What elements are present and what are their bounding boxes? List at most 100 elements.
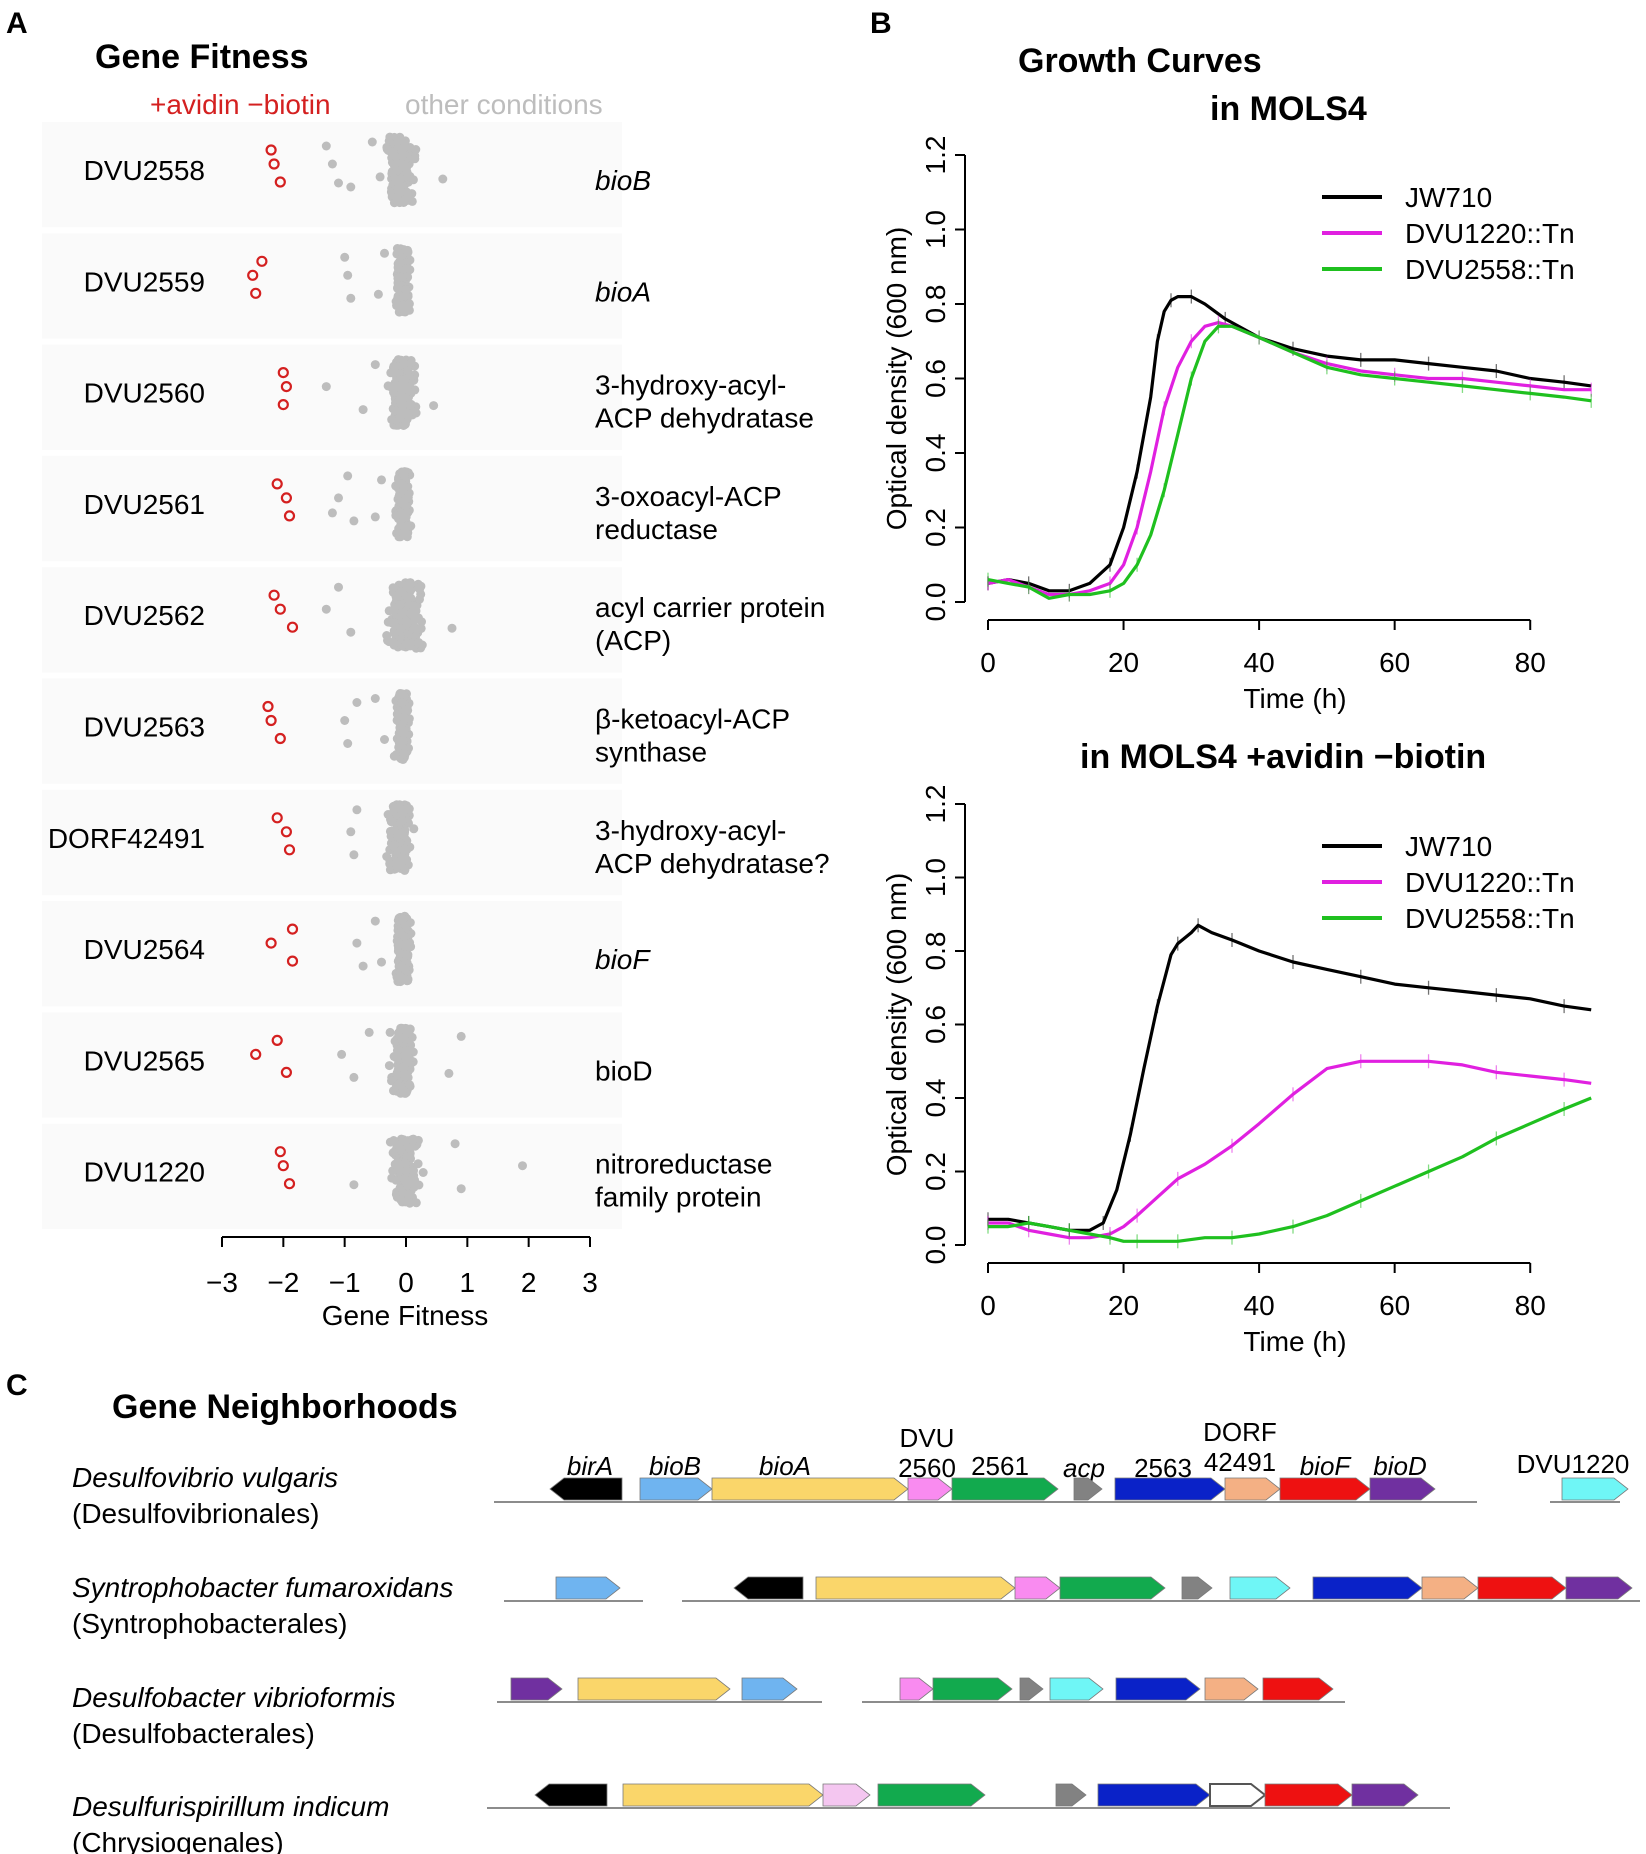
fitness-point-avidin bbox=[265, 714, 277, 727]
fitness-row: DVU2559 bioA bbox=[42, 233, 651, 348]
organism-name: Desulfurispirillum indicum bbox=[72, 1791, 389, 1822]
fitness-point-other bbox=[398, 728, 408, 738]
gene-arrow bbox=[899, 1677, 934, 1701]
fitness-point-other bbox=[401, 950, 411, 960]
fitness-point-other bbox=[403, 264, 413, 274]
growth-chart-bottom: 0 20 40 60 80 0.0 0.2 0.4 0.6 0.8 1.0 1.2 Time (h) Op… bbox=[881, 785, 1592, 1357]
gene-arrow bbox=[1073, 1477, 1103, 1501]
fitness-title: Gene Fitness bbox=[95, 38, 309, 76]
gene-id: DORF42491 bbox=[48, 823, 205, 854]
fitness-point-other bbox=[373, 289, 383, 299]
gene-label-dvu1220: DVU1220 bbox=[1517, 1449, 1630, 1479]
organism-order: (Desulfobacterales) bbox=[72, 1718, 315, 1749]
fitness-point-other bbox=[397, 272, 406, 282]
fitness-point-other bbox=[402, 1179, 412, 1189]
fitness-point-other bbox=[396, 1145, 406, 1155]
fitness-point-other bbox=[396, 962, 406, 972]
x-tick-label: −1 bbox=[329, 1267, 361, 1298]
legend-label: DVU2558::Tn bbox=[1405, 903, 1575, 934]
fitness-point-other bbox=[370, 916, 380, 926]
fitness-point-other bbox=[370, 694, 380, 703]
gene-arrow bbox=[1565, 1576, 1633, 1600]
fitness-point-other bbox=[405, 641, 415, 651]
fitness-point-other bbox=[397, 587, 407, 597]
gene-description: bioB bbox=[595, 165, 651, 196]
x-tick-label: −3 bbox=[206, 1267, 238, 1298]
fitness-point-other bbox=[401, 1051, 411, 1061]
fitness-point-other bbox=[401, 804, 411, 814]
fitness-point-other bbox=[396, 828, 406, 838]
fitness-point-other bbox=[395, 600, 405, 610]
fitness-row-background bbox=[42, 901, 622, 1007]
fitness-point-other bbox=[402, 855, 412, 865]
fitness-point-avidin bbox=[256, 255, 268, 267]
gene-description: acyl carrier protein bbox=[595, 592, 825, 623]
fitness-point-other bbox=[346, 627, 356, 637]
fitness-point-other bbox=[398, 150, 408, 159]
fitness-point-other bbox=[391, 1175, 401, 1185]
fitness-point-other bbox=[334, 582, 343, 592]
fitness-point-other bbox=[394, 712, 404, 721]
fitness-point-other bbox=[388, 583, 398, 593]
gene-arrow bbox=[1561, 1477, 1629, 1501]
organism-name: Syntrophobacter fumaroxidans bbox=[72, 1572, 453, 1603]
y-tick-label: 1.2 bbox=[920, 785, 951, 824]
fitness-point-avidin bbox=[271, 478, 283, 490]
fitness-point-avidin bbox=[280, 826, 292, 838]
gene-label-bioD: bioD bbox=[1373, 1451, 1426, 1481]
fitness-point-other bbox=[395, 174, 405, 184]
fitness-point-avidin bbox=[283, 1178, 296, 1190]
fitness-row-background bbox=[42, 567, 622, 673]
fitness-point-other bbox=[402, 1166, 412, 1176]
fitness-point-other bbox=[393, 136, 403, 146]
gene-description: 3-hydroxy-acyl- bbox=[595, 815, 786, 846]
gene-label-bioB: bioB bbox=[649, 1451, 701, 1481]
gene-description: bioA bbox=[595, 276, 651, 307]
fitness-point-other bbox=[447, 623, 457, 633]
fitness-point-other bbox=[395, 303, 405, 313]
fitness-point-other bbox=[397, 159, 407, 169]
fitness-point-avidin bbox=[274, 603, 286, 615]
legend-label: DVU1220::Tn bbox=[1405, 218, 1575, 249]
fitness-point-other bbox=[396, 411, 406, 421]
fitness-point-other bbox=[384, 1061, 394, 1071]
gene-arrow bbox=[1181, 1576, 1213, 1600]
fitness-point-other bbox=[401, 617, 411, 626]
gene-arrow bbox=[549, 1477, 623, 1501]
gene-description: nitroreductase bbox=[595, 1149, 772, 1180]
fitness-point-other bbox=[403, 492, 413, 502]
fitness-point-other bbox=[367, 137, 377, 147]
gene-arrow bbox=[711, 1477, 909, 1501]
fitness-point-other bbox=[382, 144, 392, 154]
fitness-point-other bbox=[396, 399, 406, 409]
x-axis-label: Time (h) bbox=[1243, 1326, 1346, 1357]
fitness-point-other bbox=[389, 628, 399, 638]
fitness-point-avidin bbox=[250, 287, 262, 299]
legend-label: DVU1220::Tn bbox=[1405, 867, 1575, 898]
growth-title: Growth Curves bbox=[1018, 42, 1262, 80]
gene-arrow bbox=[1369, 1477, 1436, 1501]
fitness-point-avidin bbox=[250, 1048, 262, 1061]
fitness-point-other bbox=[399, 748, 409, 758]
fitness-point-other bbox=[518, 1161, 527, 1171]
gene-label-dvu2560-top: DVU bbox=[900, 1423, 955, 1453]
fitness-point-avidin bbox=[277, 399, 289, 411]
x-tick-label: 20 bbox=[1108, 647, 1139, 678]
gene-id: DVU2564 bbox=[84, 934, 205, 965]
gene-arrow bbox=[1224, 1477, 1281, 1501]
gene-description: family protein bbox=[595, 1182, 762, 1213]
gene-arrow bbox=[1097, 1783, 1211, 1807]
gene-arrow bbox=[932, 1677, 1013, 1701]
fitness-point-avidin bbox=[274, 732, 286, 745]
fitness-point-other bbox=[416, 623, 426, 633]
fitness-point-other bbox=[413, 1159, 423, 1169]
fitness-point-other bbox=[398, 914, 408, 924]
fitness-point-other bbox=[346, 182, 356, 192]
fitness-row: DORF42491 3-hydroxy-acyl-ACP dehydratase? bbox=[42, 789, 830, 905]
x-tick-label: 40 bbox=[1244, 647, 1275, 678]
fitness-point-avidin bbox=[247, 269, 259, 281]
fitness-point-avidin bbox=[262, 700, 274, 713]
gene-arrow bbox=[1114, 1477, 1226, 1501]
fitness-point-avidin bbox=[265, 144, 277, 156]
